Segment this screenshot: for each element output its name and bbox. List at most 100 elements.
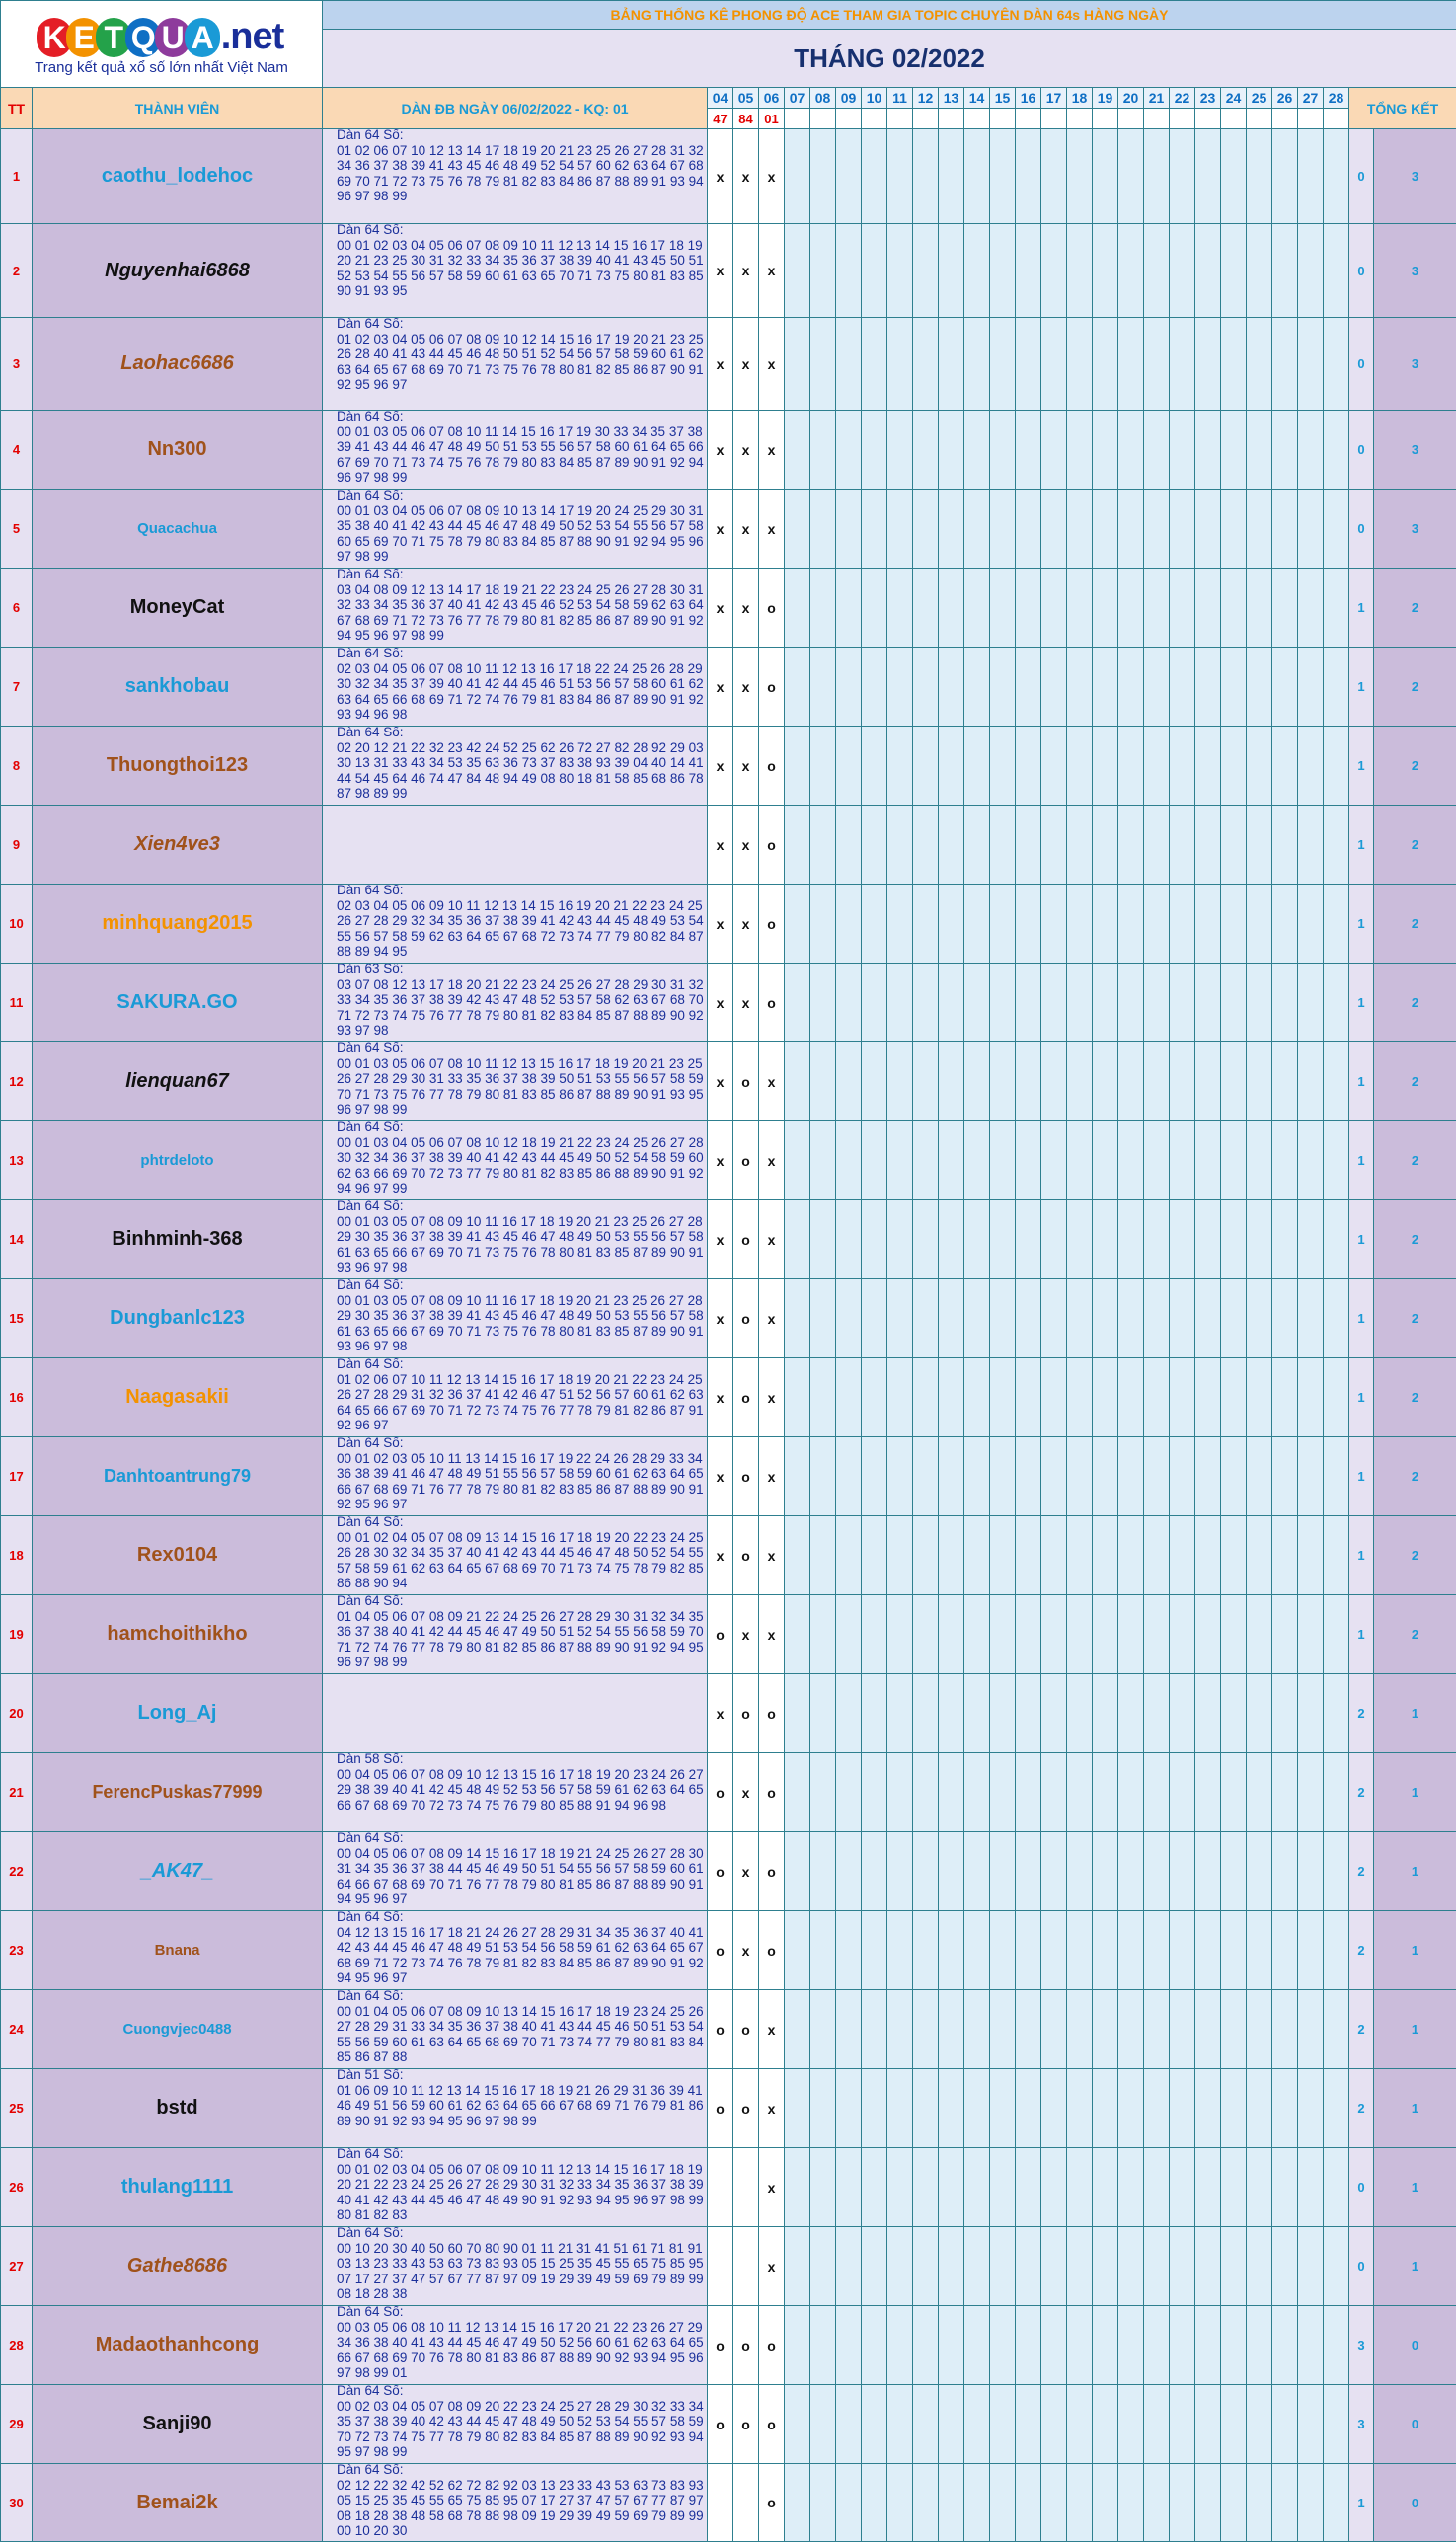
day-mark-empty	[1066, 963, 1094, 1042]
day-mark-empty	[784, 884, 811, 964]
member-name[interactable]: _AK47_	[31, 1831, 324, 1911]
dan-numbers-cell: Dàn 64 Số: 02 12 22 32 42 52 62 72 82 92…	[322, 2463, 709, 2542]
day-mark-empty	[1066, 1673, 1094, 1753]
day-mark-empty	[912, 2226, 940, 2306]
member-name[interactable]: MoneyCat	[31, 568, 324, 648]
member-name[interactable]: Binhminh-368	[31, 1199, 324, 1279]
table-row: 4 Nn300 Dàn 64 Số: 00 01 03 05 06 07 08 10…	[0, 410, 1456, 490]
member-name[interactable]: sankhobau	[31, 647, 324, 727]
member-name[interactable]: hamchoithikho	[31, 1594, 324, 1674]
member-name[interactable]: SAKURA.GO	[31, 963, 324, 1042]
day-mark-empty	[1220, 568, 1248, 648]
day-mark: o	[758, 1910, 786, 1990]
day-mark-empty	[1246, 2068, 1273, 2148]
day-mark-empty	[1220, 2147, 1248, 2227]
member-name[interactable]: Xien4ve3	[31, 805, 324, 885]
total-count: 2	[1373, 568, 1456, 648]
member-name[interactable]: Laohac6686	[31, 317, 324, 411]
member-name[interactable]: Quacachua	[31, 489, 324, 569]
day-header: 27	[1297, 87, 1325, 109]
day-mark-empty	[1040, 1673, 1068, 1753]
day-mark-empty	[1246, 1041, 1273, 1121]
day-mark-empty	[1271, 2384, 1299, 2464]
day-mark-empty	[1143, 317, 1171, 411]
day-mark: o	[758, 726, 786, 806]
day-mark-empty	[1040, 805, 1068, 885]
day-mark-empty	[1143, 1831, 1171, 1911]
day-mark-empty	[1271, 489, 1299, 569]
day-mark-empty	[886, 128, 914, 224]
day-mark-empty	[1297, 223, 1325, 318]
day-mark-empty	[835, 1910, 863, 1990]
dan-numbers: Dàn 64 Số: 00 03 05 06 08 10 11 12 13 14…	[337, 2305, 704, 2381]
day-mark: o	[758, 2305, 786, 2385]
total-count: 2	[1373, 1041, 1456, 1121]
day-mark-empty	[809, 1594, 837, 1674]
member-name[interactable]: Sanji90	[31, 2384, 324, 2464]
dan-numbers-cell: Dàn 64 Số: 00 01 02 04 05 07 08 09 13 14…	[322, 1515, 709, 1595]
day-mark-empty	[1117, 1910, 1145, 1990]
day-mark-empty	[1117, 2147, 1145, 2227]
day-mark-empty	[886, 2463, 914, 2542]
day-mark: x	[732, 1752, 760, 1832]
day-mark-empty	[989, 1594, 1017, 1674]
member-name[interactable]: Long_Aj	[31, 1673, 324, 1753]
dan-numbers-cell: Dàn 64 Số: 00 01 02 03 05 10 11 13 14 15…	[322, 1436, 709, 1516]
day-mark-empty	[989, 1673, 1017, 1753]
member-name[interactable]: lienquan67	[31, 1041, 324, 1121]
member-name[interactable]: Bnana	[31, 1910, 324, 1990]
member-name[interactable]: caothu_lodehoc	[31, 128, 324, 224]
member-name[interactable]: Thuongthoi123	[31, 726, 324, 806]
day-mark-empty	[1169, 1910, 1196, 1990]
day-mark-empty	[886, 1910, 914, 1990]
day-mark-empty	[912, 2384, 940, 2464]
day-mark-empty	[861, 410, 888, 490]
day-mark-empty	[938, 1989, 965, 2069]
day-mark-empty	[1297, 1199, 1325, 1279]
day-mark-empty	[1040, 1199, 1068, 1279]
logo[interactable]: K E T Q U A .net Trang kết quả xổ số lớn nhất …	[0, 0, 324, 88]
member-name[interactable]: phtrdeloto	[31, 1120, 324, 1200]
day-mark-empty	[1169, 2305, 1196, 2385]
member-name[interactable]: Madaothanhcong	[31, 2305, 324, 2385]
member-name[interactable]: Rex0104	[31, 1515, 324, 1595]
day-header: 13	[938, 87, 965, 109]
row-number: 6	[0, 568, 33, 648]
day-mark-empty	[1092, 1594, 1119, 1674]
day-mark-empty	[1015, 1278, 1042, 1358]
member-name[interactable]: thulang1111	[31, 2147, 324, 2227]
dan-numbers: Dàn 64 Số: 01 02 06 07 10 11 12 13 14 15…	[337, 1357, 704, 1433]
member-name[interactable]: Cuongvjec0488	[31, 1989, 324, 2069]
member-name[interactable]: Danhtoantrung79	[31, 1436, 324, 1516]
member-name[interactable]: Dungbanlc123	[31, 1278, 324, 1358]
day-mark-empty	[809, 1752, 837, 1832]
day-mark-empty	[809, 2305, 837, 2385]
day-mark-empty	[1117, 489, 1145, 569]
member-name[interactable]: Naagasakii	[31, 1357, 324, 1437]
day-mark-empty	[1271, 726, 1299, 806]
member-name[interactable]: Nn300	[31, 410, 324, 490]
day-mark-empty	[1323, 410, 1350, 490]
dan-numbers-cell: Dàn 64 Số: 01 02 03 04 05 06 07 08 09 10…	[322, 317, 709, 411]
day-mark-empty	[1092, 1436, 1119, 1516]
member-name[interactable]: Gathe8686	[31, 2226, 324, 2306]
day-mark-empty	[1015, 489, 1042, 569]
member-name[interactable]: bstd	[31, 2068, 324, 2148]
member-name[interactable]: minhquang2015	[31, 884, 324, 964]
day-mark-empty	[886, 1357, 914, 1437]
member-name[interactable]: Bemai2k	[31, 2463, 324, 2542]
result-empty	[1297, 108, 1325, 129]
day-mark-empty	[1117, 1752, 1145, 1832]
header-dan: DÀN ĐB NGÀY 06/02/2022 - KQ: 01	[322, 87, 709, 129]
member-name[interactable]: FerencPuskas77999	[31, 1752, 324, 1832]
day-mark: o	[732, 1041, 760, 1121]
total-count: 2	[1373, 647, 1456, 727]
day-mark-empty	[912, 223, 940, 318]
member-name[interactable]: Nguyenhai6868	[31, 223, 324, 318]
day-mark-empty	[1220, 805, 1248, 885]
day-mark: x	[732, 1594, 760, 1674]
day-mark-empty	[1143, 223, 1171, 318]
day-mark: o	[707, 1752, 734, 1832]
day-header: 11	[886, 87, 914, 109]
day-mark-empty	[1066, 1910, 1094, 1990]
